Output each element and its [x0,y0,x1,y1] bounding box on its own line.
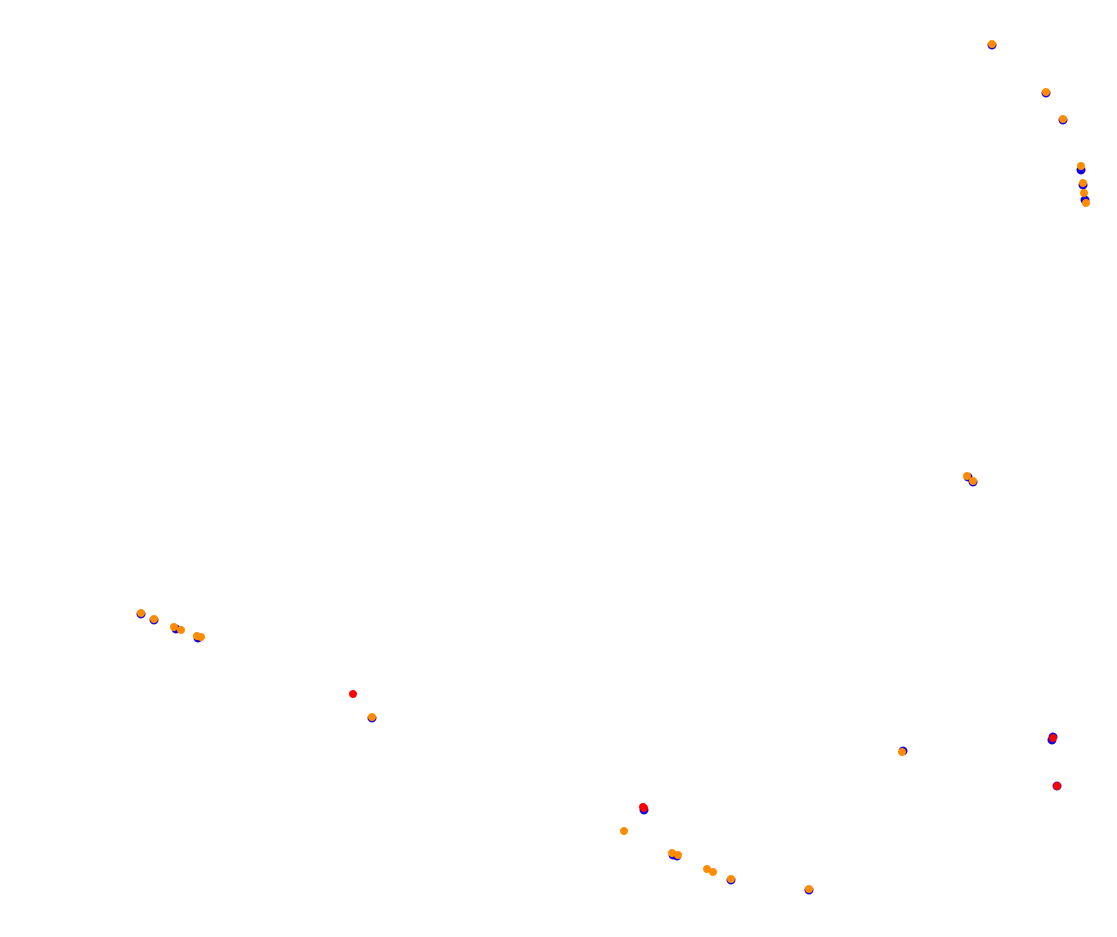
point [674,851,682,859]
point [1059,115,1067,123]
point [197,633,205,641]
point [150,615,158,623]
point [988,40,996,48]
point [963,472,971,480]
point [1079,179,1087,187]
point [1042,88,1050,96]
point [1077,162,1085,170]
point [1080,189,1088,197]
point [1049,734,1057,742]
point [620,827,628,835]
point [898,748,906,756]
point [177,626,185,634]
point [1082,199,1090,207]
point [805,885,813,893]
point [137,609,145,617]
point [703,865,711,873]
point [349,690,357,698]
point [727,875,735,883]
point [969,477,977,485]
point [640,804,648,812]
point [1053,782,1061,790]
point [709,868,717,876]
point [368,713,376,721]
point [170,623,178,631]
